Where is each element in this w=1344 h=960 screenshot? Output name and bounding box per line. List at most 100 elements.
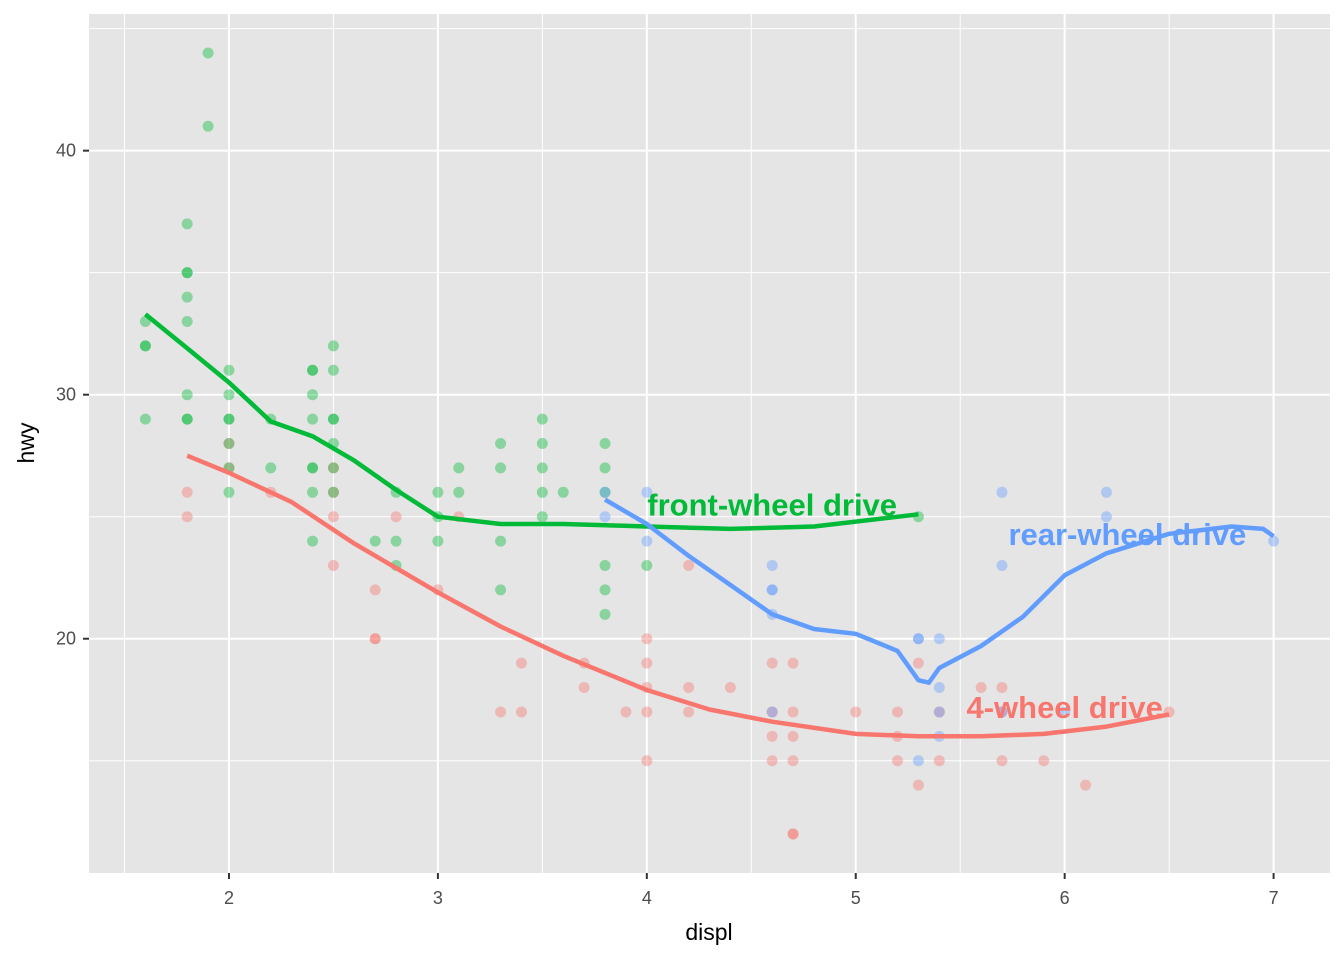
data-point [369,584,381,596]
smooth-line [143,312,919,532]
data-point [766,584,778,596]
data-point [453,462,465,474]
data-point [495,584,507,596]
data-point [223,438,235,449]
y-tick-label: 30 [56,385,76,405]
data-point [599,560,611,572]
data-point [369,633,381,645]
data-point [683,560,695,572]
data-point [139,340,151,352]
data-point [933,706,945,718]
x-tick-label: 7 [1269,888,1279,908]
data-point [996,755,1008,767]
data-point [766,706,778,718]
x-tick-label: 5 [851,888,861,908]
data-point [536,486,548,498]
x-tick-label: 4 [642,888,652,908]
data-point [307,364,319,376]
y-axis-title: hwy [13,422,39,463]
x-tick-label: 2 [224,888,234,908]
x-tick-label: 3 [433,888,443,908]
data-point [599,511,611,523]
data-point [996,682,1008,694]
data-point [912,755,924,767]
data-point [202,47,214,59]
data-point [1038,755,1050,767]
data-point [787,706,799,718]
data-point [850,706,862,718]
data-point [996,486,1008,498]
data-point [787,828,799,840]
data-point [578,682,590,694]
data-point [933,755,945,767]
data-point [1080,779,1092,791]
data-point [1100,511,1112,523]
data-point [557,486,569,498]
data-point [307,413,319,425]
data-point [892,706,904,718]
data-point [933,633,945,645]
data-point [787,730,799,742]
series-labels: 4-wheel drive front-wheel drive rear-wheel… [647,488,1246,726]
data-point [996,706,1008,718]
data-point [181,218,193,230]
data-point [265,462,277,474]
data-point [307,462,319,474]
data-point [181,315,193,327]
data-point [766,706,778,718]
data-point [536,511,548,523]
data-point [933,706,945,718]
data-point [975,682,987,694]
data-point [139,413,151,425]
data-point [599,462,611,474]
data-point [599,486,611,498]
smooth-lines [143,312,1275,739]
data-points [139,47,1280,840]
data-point [599,486,611,498]
data-point [181,267,193,279]
data-point [683,682,695,694]
data-point [327,511,339,523]
data-point [599,438,611,449]
data-point [599,608,611,620]
data-point [327,462,339,474]
data-point [641,657,653,669]
series-label: 4-wheel drive [966,690,1162,725]
data-point [536,413,548,425]
data-point [432,535,444,547]
data-point [641,560,653,572]
data-point [181,413,193,425]
data-point [787,657,799,669]
data-point [515,657,527,669]
x-tick-label: 6 [1060,888,1070,908]
data-point [307,486,319,498]
data-point [766,755,778,767]
data-point [181,291,193,303]
data-point [912,633,924,645]
data-point [724,682,736,694]
data-point [641,755,653,767]
data-point [223,413,235,425]
smooth-line [603,497,1275,685]
data-point [536,438,548,449]
data-point [432,486,444,498]
y-tick-label: 40 [56,141,76,161]
data-point [536,462,548,474]
data-point [327,364,339,376]
data-point [453,486,465,498]
data-point [369,633,381,645]
data-point [327,486,339,498]
data-point [1059,706,1071,718]
series-label: front-wheel drive [647,488,897,523]
data-point [912,657,924,669]
data-point [307,535,319,547]
grid-major [89,14,1330,873]
x-axis: 2 3 4 5 6 7 [224,873,1279,908]
data-point [307,389,319,401]
data-point [912,633,924,645]
y-axis: 20 30 40 [56,141,89,649]
data-point [139,340,151,352]
data-point [515,706,527,718]
data-point [996,560,1008,572]
data-point [202,120,214,132]
